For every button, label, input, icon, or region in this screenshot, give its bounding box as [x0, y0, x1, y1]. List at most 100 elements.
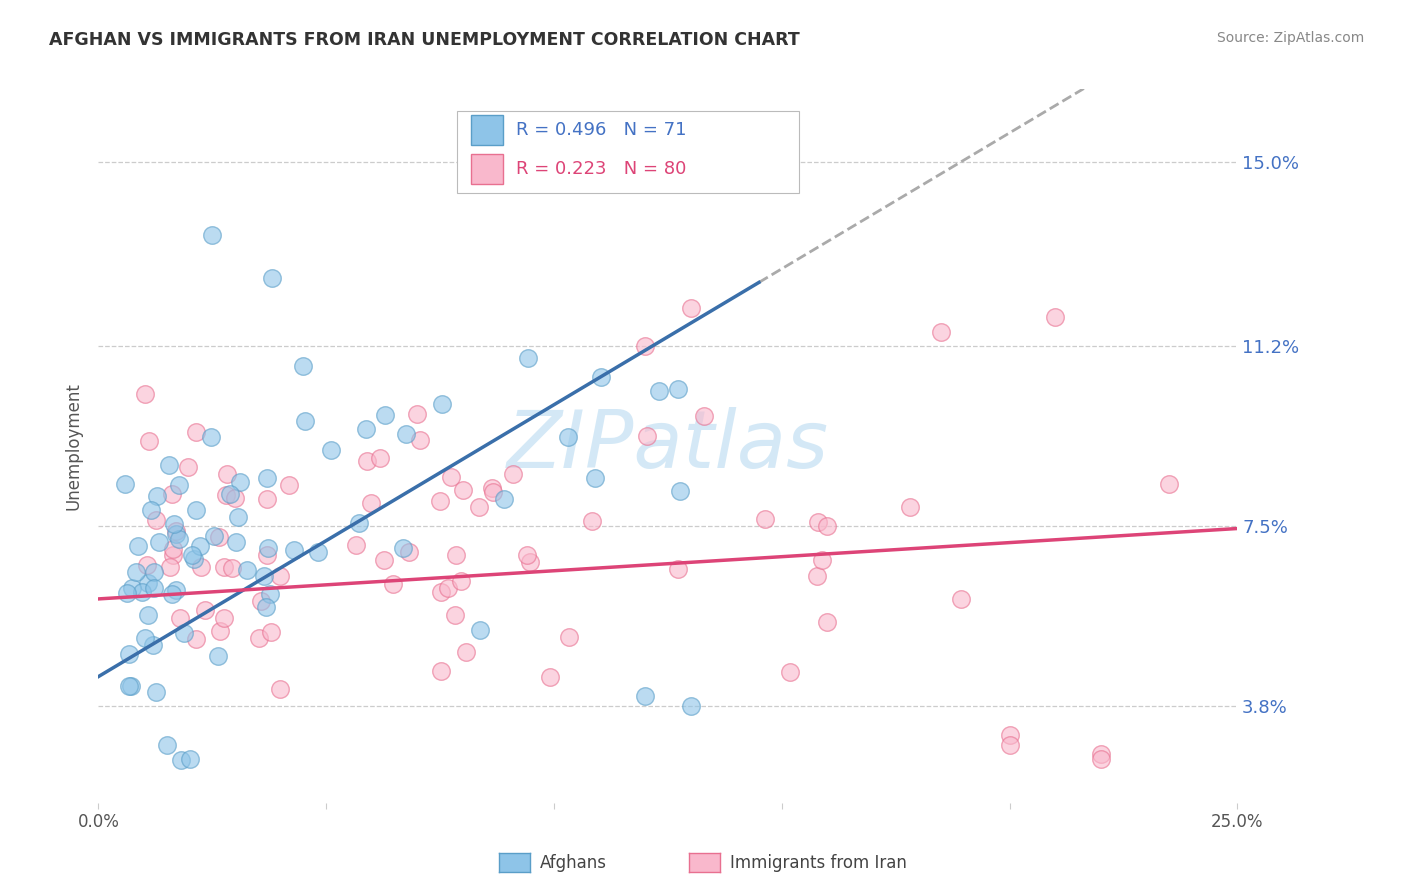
- Point: [453, 483, 475, 497]
- Point: [208, 530, 231, 544]
- Point: [115, 585, 138, 599]
- Point: [693, 409, 716, 423]
- Point: [131, 585, 153, 599]
- Point: [262, 270, 284, 285]
- Point: [165, 527, 187, 541]
- Point: [136, 607, 159, 622]
- Point: [256, 541, 278, 556]
- Point: [519, 556, 541, 570]
- Point: [136, 576, 159, 591]
- Point: [950, 592, 973, 607]
- Point: [269, 681, 291, 696]
- Text: Afghans: Afghans: [540, 854, 607, 871]
- Point: [180, 548, 202, 562]
- Point: [346, 538, 368, 552]
- Point: [256, 548, 278, 562]
- Point: [456, 645, 478, 659]
- Point: [139, 503, 162, 517]
- Point: [224, 491, 246, 505]
- Point: [815, 519, 838, 533]
- Point: [177, 460, 200, 475]
- Point: [636, 429, 658, 443]
- Point: [583, 471, 606, 485]
- Point: [160, 587, 183, 601]
- Point: [398, 545, 420, 559]
- Point: [134, 386, 156, 401]
- Point: [212, 610, 235, 624]
- Point: [145, 685, 167, 699]
- Point: [159, 560, 181, 574]
- Point: [118, 679, 141, 693]
- Point: [321, 442, 343, 457]
- Point: [898, 500, 921, 514]
- Point: [502, 467, 524, 481]
- Point: [259, 587, 281, 601]
- Point: [125, 565, 148, 579]
- Point: [666, 562, 689, 576]
- Point: [443, 607, 465, 622]
- Point: [247, 631, 270, 645]
- Point: [437, 581, 460, 595]
- Point: [492, 491, 515, 506]
- Point: [226, 509, 249, 524]
- Point: [929, 325, 952, 339]
- Point: [406, 408, 429, 422]
- Point: [229, 475, 252, 489]
- Point: [430, 664, 453, 678]
- Point: [557, 630, 579, 644]
- Point: [368, 450, 391, 465]
- Point: [200, 430, 222, 444]
- Point: [201, 227, 224, 242]
- Point: [134, 631, 156, 645]
- FancyBboxPatch shape: [457, 111, 799, 193]
- Point: [807, 515, 830, 529]
- Point: [165, 524, 187, 538]
- Point: [754, 512, 776, 526]
- Point: [347, 516, 370, 530]
- Point: [1157, 476, 1180, 491]
- Point: [183, 552, 205, 566]
- Point: [120, 680, 142, 694]
- Point: [806, 568, 828, 582]
- Point: [634, 339, 657, 353]
- Point: [381, 577, 404, 591]
- Point: [253, 569, 276, 583]
- Point: [294, 414, 316, 428]
- Point: [190, 560, 212, 574]
- Point: [142, 565, 165, 579]
- Point: [1090, 752, 1112, 766]
- Point: [214, 559, 236, 574]
- Point: [188, 539, 211, 553]
- Point: [215, 467, 238, 481]
- Point: [260, 625, 283, 640]
- Point: [236, 563, 259, 577]
- Point: [374, 408, 396, 422]
- Point: [157, 458, 180, 472]
- Point: [998, 728, 1021, 742]
- Point: [468, 500, 491, 515]
- Text: Source: ZipAtlas.com: Source: ZipAtlas.com: [1216, 31, 1364, 45]
- Point: [194, 603, 217, 617]
- Point: [679, 301, 702, 315]
- Point: [277, 478, 299, 492]
- Point: [395, 426, 418, 441]
- Point: [292, 359, 315, 373]
- Point: [145, 513, 167, 527]
- Point: [179, 752, 201, 766]
- Point: [557, 430, 579, 444]
- Point: [481, 484, 503, 499]
- Text: R = 0.496   N = 71: R = 0.496 N = 71: [516, 121, 688, 139]
- Point: [581, 514, 603, 528]
- Point: [356, 454, 378, 468]
- Point: [779, 665, 801, 680]
- Point: [440, 469, 463, 483]
- Point: [634, 689, 657, 703]
- Point: [679, 698, 702, 713]
- Point: [215, 488, 238, 502]
- Point: [356, 422, 378, 436]
- Text: R = 0.223   N = 80: R = 0.223 N = 80: [516, 161, 686, 178]
- Point: [256, 599, 278, 614]
- Point: [117, 647, 139, 661]
- Point: [815, 615, 838, 629]
- Point: [249, 594, 271, 608]
